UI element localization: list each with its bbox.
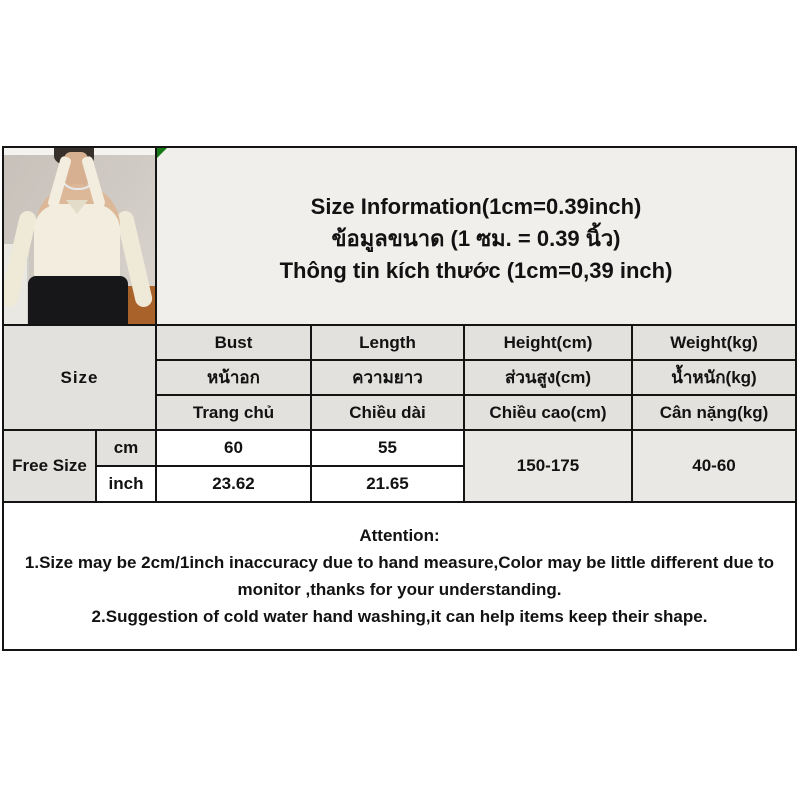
header-bust-vi: Trang chủ — [155, 394, 312, 431]
header-weight-th: น้ำหนัก(kg) — [631, 359, 797, 396]
title-english: Size Information(1cm=0.39inch) — [310, 194, 642, 219]
attention-heading: Attention: — [359, 526, 440, 545]
value-length-cm: 55 — [310, 429, 465, 467]
header-height-en: Height(cm) — [463, 324, 633, 361]
header-height-vi: Chiều cao(cm) — [463, 394, 633, 431]
unit-label-cm: cm — [95, 429, 157, 467]
attention-note-2: 2.Suggestion of cold water hand washing,… — [91, 607, 708, 626]
value-height-range: 150-175 — [463, 429, 633, 503]
value-length-inch: 21.65 — [310, 465, 465, 503]
product-photo — [5, 149, 154, 323]
title-vietnamese: Thông tin kích thước (1cm=0,39 inch) — [279, 258, 673, 283]
value-bust-cm: 60 — [155, 429, 312, 467]
header-length-vi: Chiều dài — [310, 394, 465, 431]
cell-corner-flag-icon — [158, 149, 167, 158]
attention-notes: Attention: 1.Size may be 2cm/1inch inacc… — [2, 501, 797, 651]
header-weight-vi: Cân nặng(kg) — [631, 394, 797, 431]
photo-knit-top — [34, 204, 120, 288]
header-weight-en: Weight(kg) — [631, 324, 797, 361]
row-label-free-size: Free Size — [2, 429, 97, 503]
header-height-th: ส่วนสูง(cm) — [463, 359, 633, 396]
title-cell: Size Information(1cm=0.39inch) ข้อมูลขนา… — [155, 146, 797, 326]
size-corner-label: Size — [2, 324, 157, 431]
title-thai: ข้อมูลขนาด (1 ซม. = 0.39 นิ้ว) — [331, 226, 621, 251]
unit-label-inch: inch — [95, 465, 157, 503]
value-weight-range: 40-60 — [631, 429, 797, 503]
size-info-sheet: Size Information(1cm=0.39inch) ข้อมูลขนา… — [2, 146, 797, 651]
attention-note-1b: monitor ,thanks for your understanding. — [237, 580, 562, 599]
product-photo-cell — [2, 146, 157, 326]
size-chart-table: Size Information(1cm=0.39inch) ข้อมูลขนา… — [2, 146, 797, 651]
header-bust-en: Bust — [155, 324, 312, 361]
photo-black-pants — [28, 276, 128, 323]
attention-note-1a: 1.Size may be 2cm/1inch inaccuracy due t… — [24, 553, 775, 572]
header-bust-th: หน้าอก — [155, 359, 312, 396]
value-bust-inch: 23.62 — [155, 465, 312, 503]
header-length-en: Length — [310, 324, 465, 361]
header-length-th: ความยาว — [310, 359, 465, 396]
